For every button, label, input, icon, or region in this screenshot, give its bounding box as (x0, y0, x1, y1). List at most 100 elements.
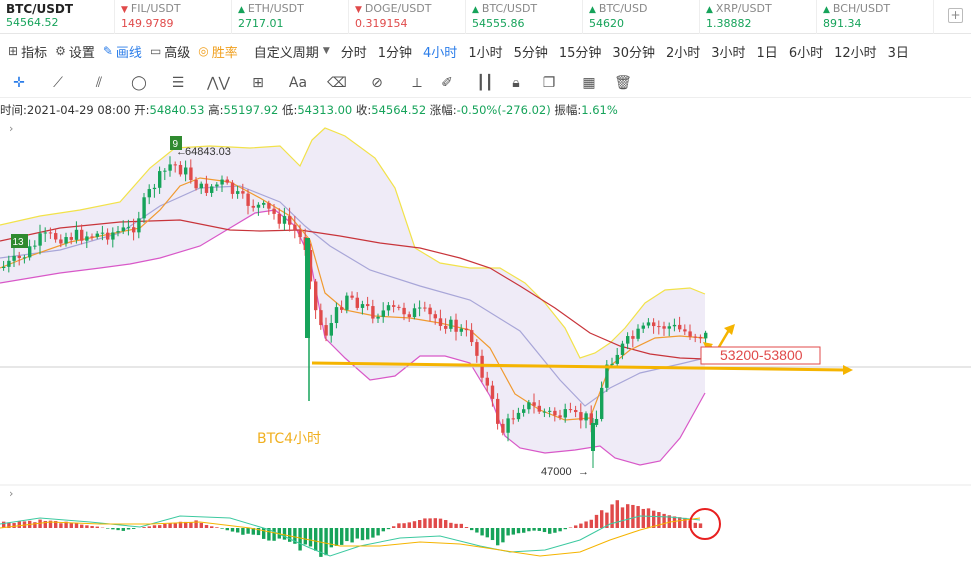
trash-icon[interactable]: 🗑︎ (614, 75, 632, 91)
folder-icon: ▭ (149, 44, 162, 58)
support-line[interactable] (311, 361, 846, 372)
wave-pattern-icon[interactable]: ⋀⋁ (207, 75, 230, 91)
horizontal-lines-icon[interactable]: ☰ (171, 75, 185, 91)
magnet-icon[interactable]: ⊘ (371, 75, 383, 91)
macd-bar (189, 522, 193, 528)
custom-period-select[interactable]: 自定义周期 ▼ (253, 45, 330, 61)
candle-body (132, 227, 136, 233)
arrow-down-icon: ▼ (355, 5, 362, 15)
ticker-item[interactable]: ▲ BCH/USDT 891.34 (817, 0, 934, 34)
macd-bar (256, 528, 261, 536)
candle-body (334, 307, 339, 324)
macd-bar (527, 528, 531, 532)
macd-bar (589, 519, 593, 528)
macd-bar (298, 528, 302, 551)
macd-bar (48, 520, 53, 528)
parallel-channel-icon[interactable]: ⫽ (95, 75, 103, 91)
candle-body (418, 307, 422, 309)
candle-body (230, 182, 235, 194)
ticker-price: 54555.86 (472, 17, 525, 30)
measure-icon[interactable]: ⊞ (252, 75, 264, 91)
svg-text:9: 9 (173, 139, 179, 150)
copy-icon[interactable]: ❐ (542, 75, 556, 91)
candle-body (678, 324, 682, 330)
period-tab[interactable]: 1小时 (468, 45, 503, 61)
macd-bar (267, 528, 271, 541)
svg-text:13: 13 (13, 237, 25, 248)
macd-dea-line (0, 517, 701, 557)
macd-bar (126, 528, 131, 530)
period-tab[interactable]: 5分钟 (513, 45, 548, 61)
winrate-button[interactable]: ◎ 胜率 (198, 44, 238, 61)
candle-body (95, 233, 99, 237)
period-tab[interactable]: 30分钟 (612, 45, 655, 61)
ticker-item[interactable]: ▲ ETH/USDT 2717.01 (232, 0, 349, 34)
period-tab[interactable]: 分时 (340, 45, 367, 61)
candle-body (454, 319, 458, 332)
draw-button[interactable]: ✎ 画线 (102, 44, 142, 61)
candle-tool-icon[interactable]: ┃┃ (476, 75, 494, 91)
arrow-down-icon: ▼ (121, 5, 128, 15)
period-tab[interactable]: 4小时 (423, 45, 458, 61)
ticker-item[interactable]: ▲ BTC/USD 54620 (583, 0, 700, 34)
settings-button[interactable]: ⚙ 设置 (55, 44, 95, 61)
candle-body (386, 305, 391, 311)
macd-bar (542, 528, 547, 533)
brush-icon[interactable]: ✐ (441, 75, 453, 91)
macd-bar (64, 521, 68, 528)
candle-body (392, 305, 396, 307)
macd-bar (490, 528, 495, 541)
ellipse-icon[interactable]: ◯ (131, 75, 147, 91)
lock-icon[interactable]: 🔒︎ (512, 75, 520, 91)
period-tab[interactable]: 1日 (756, 45, 778, 61)
ticker-item[interactable]: ▼ DOGE/USDT 0.319154 (349, 0, 466, 34)
candle-body (449, 319, 453, 329)
candle-body (225, 179, 229, 183)
period-tab[interactable]: 12小时 (834, 45, 877, 61)
trendline-icon[interactable]: ⟋ (53, 75, 63, 91)
candle-body (54, 233, 58, 240)
eraser-icon[interactable]: ⌫ (327, 75, 347, 91)
candle-body (329, 323, 333, 336)
candle-body (470, 330, 474, 343)
macd-bar (272, 528, 276, 541)
target-icon: ◎ (198, 44, 209, 58)
add-ticker-button[interactable]: + (948, 8, 963, 23)
period-tab[interactable]: 2小时 (665, 45, 701, 61)
macd-bar (54, 521, 58, 528)
ticker-item[interactable]: BTC/USDT 54564.52 (0, 0, 115, 34)
period-tab[interactable]: 3小时 (711, 45, 746, 61)
period-tab[interactable]: 15分钟 (558, 45, 602, 61)
chevron-right-icon[interactable]: › (9, 487, 14, 500)
macd-bar (600, 510, 604, 528)
macd-bar (184, 521, 188, 528)
chevron-right-icon[interactable]: › (9, 122, 14, 135)
candle-body (615, 354, 619, 364)
candle-body (667, 326, 671, 329)
indicators-button[interactable]: ⊞ 指标 (8, 44, 48, 61)
layers-icon[interactable]: ▦ (582, 75, 596, 91)
candle-body (428, 307, 432, 315)
ticker-item[interactable]: ▲ XRP/USDT 1.38882 (700, 0, 817, 34)
advanced-button[interactable]: ▭ 高级 (149, 44, 191, 61)
candle-body (407, 314, 411, 318)
price-chart[interactable]: 53200-53800 BTC4小时 9 ← 64843.03 13 47000… (0, 118, 971, 574)
macd-bar (558, 528, 562, 532)
text-tool-icon[interactable]: Aa (288, 75, 308, 91)
candle-body (537, 405, 541, 412)
ticker-item[interactable]: ▲ BTC/USDT 54555.86 (466, 0, 583, 34)
ticker-item[interactable]: ▼ FIL/USDT 149.9789 (115, 0, 232, 34)
candle-body (173, 164, 177, 166)
period-tab[interactable]: 1分钟 (377, 45, 413, 61)
macd-bar (574, 525, 578, 528)
macd-dif-line (0, 515, 701, 557)
macd-bar (152, 525, 157, 528)
macd-bar (568, 527, 573, 528)
crosshair-icon[interactable]: ✛ (13, 75, 25, 91)
candle-body (376, 316, 380, 319)
ruler-icon[interactable]: ⟂ (412, 75, 422, 91)
period-tab[interactable]: 3日 (887, 45, 909, 61)
candle-body (485, 377, 489, 386)
period-tab[interactable]: 6小时 (788, 45, 824, 61)
candle-body (402, 307, 406, 315)
